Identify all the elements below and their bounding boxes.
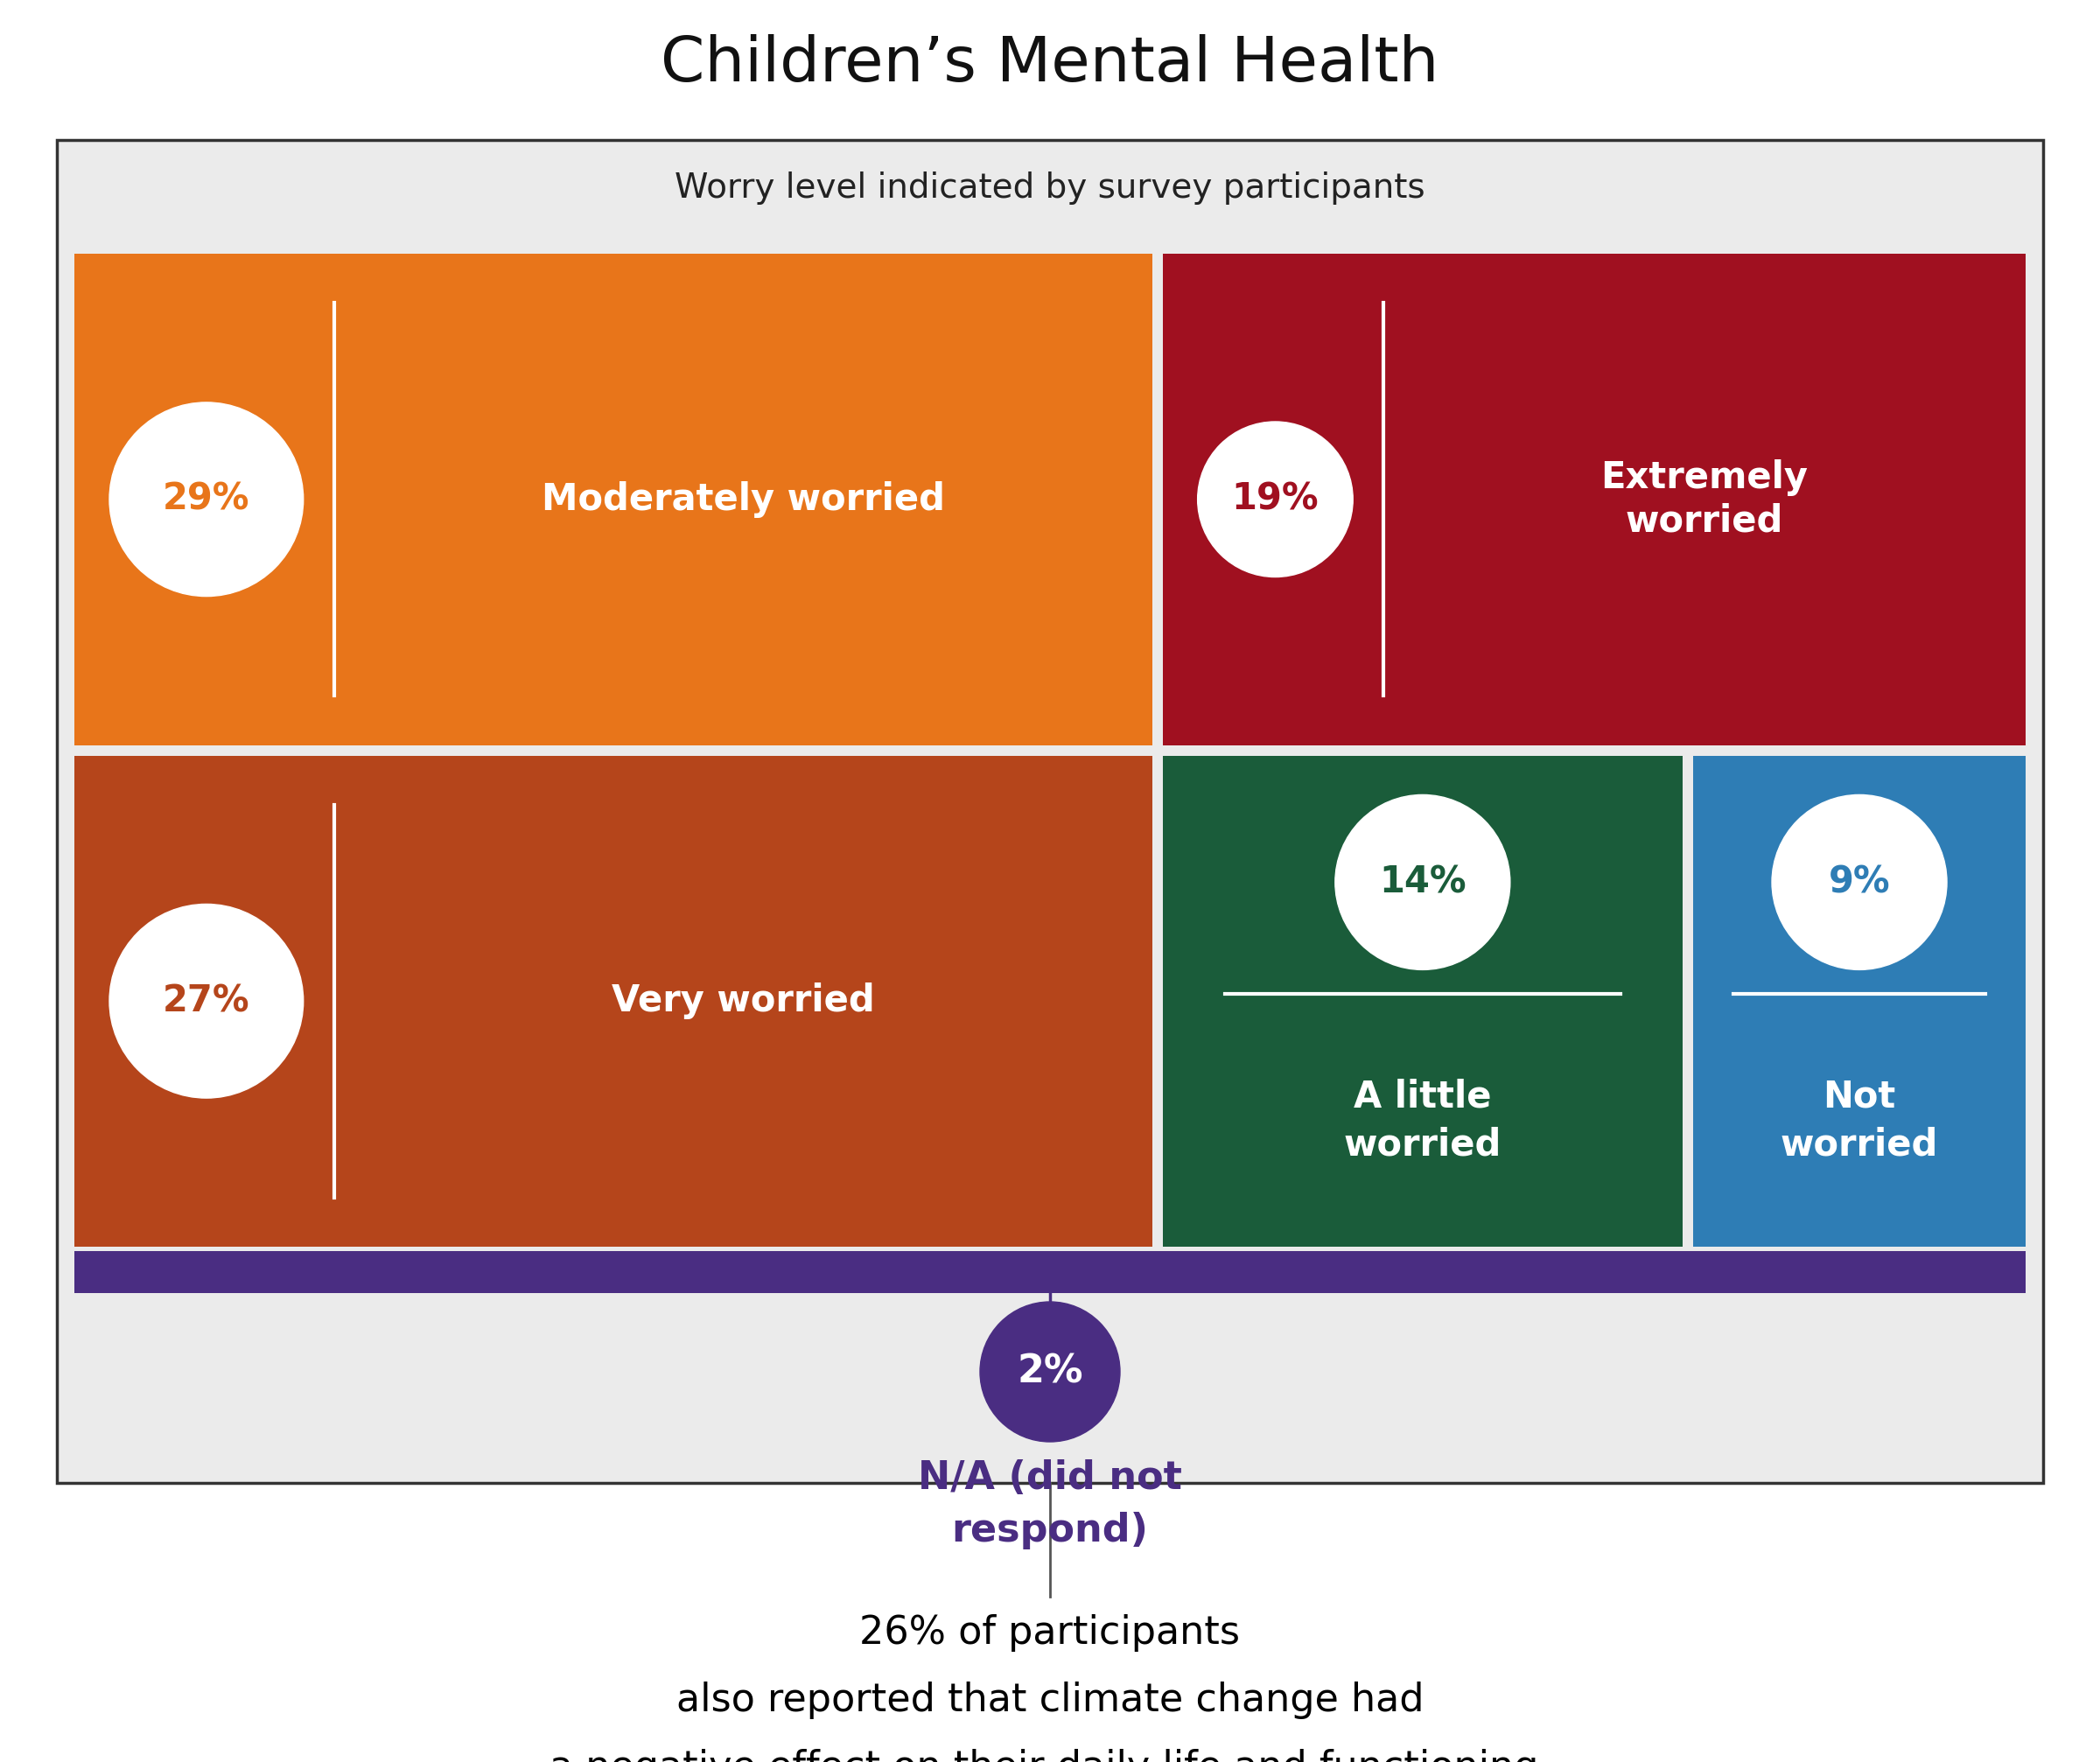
- FancyBboxPatch shape: [74, 756, 1153, 1247]
- Text: Moderately worried: Moderately worried: [542, 481, 945, 518]
- Circle shape: [1772, 795, 1947, 969]
- Circle shape: [981, 1302, 1119, 1441]
- Text: 27%: 27%: [164, 983, 250, 1020]
- FancyBboxPatch shape: [74, 1251, 2026, 1293]
- Text: Worry level indicated by survey participants: Worry level indicated by survey particip…: [674, 171, 1426, 204]
- Circle shape: [1197, 421, 1352, 576]
- Text: 29%: 29%: [164, 481, 250, 518]
- Text: Children’s Mental Health: Children’s Mental Health: [662, 35, 1438, 95]
- Text: A little
worried: A little worried: [1344, 1078, 1502, 1163]
- Text: 14%: 14%: [1380, 863, 1466, 900]
- Text: 19%: 19%: [1233, 481, 1319, 518]
- Text: Not
worried: Not worried: [1781, 1078, 1938, 1163]
- Text: Extremely
worried: Extremely worried: [1600, 460, 1808, 539]
- Circle shape: [109, 402, 302, 596]
- FancyBboxPatch shape: [1693, 756, 2026, 1247]
- Text: N/A (did not
respond): N/A (did not respond): [918, 1459, 1182, 1549]
- Text: 2%: 2%: [1016, 1353, 1084, 1390]
- Text: 9%: 9%: [1829, 863, 1890, 900]
- FancyBboxPatch shape: [1163, 756, 1682, 1247]
- FancyBboxPatch shape: [74, 254, 1153, 745]
- FancyBboxPatch shape: [57, 139, 2043, 1484]
- Circle shape: [109, 904, 302, 1098]
- FancyBboxPatch shape: [1163, 254, 2026, 745]
- Text: 26% of participants
also reported that climate change had
a negative effect on t: 26% of participants also reported that c…: [550, 1614, 1550, 1762]
- Circle shape: [1336, 795, 1510, 969]
- Text: Very worried: Very worried: [611, 983, 874, 1020]
